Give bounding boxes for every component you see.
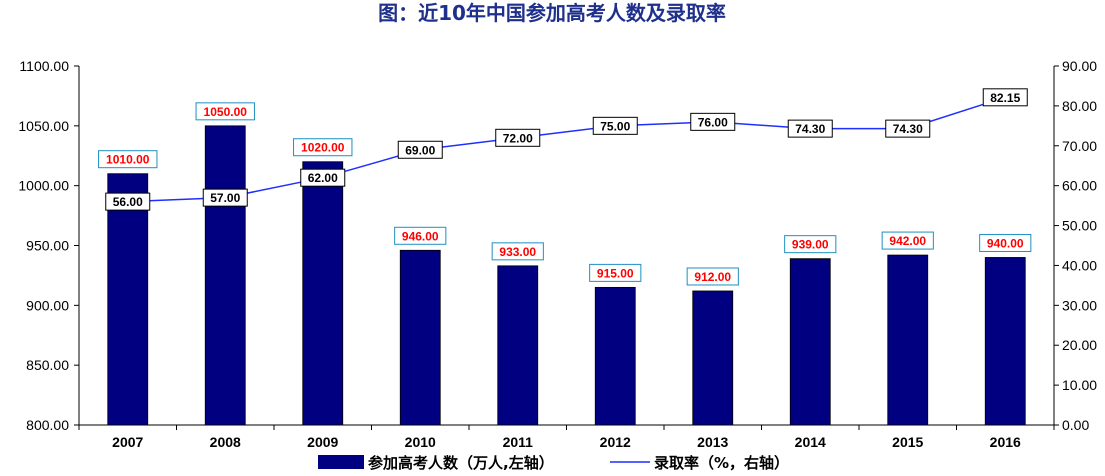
left-tick-label: 1050.00 [18,118,69,134]
chart-title: 图：近10年中国参加高考人数及录取率 [378,1,726,25]
bar-value-label: 915.00 [597,266,634,280]
line-value-label: 74.30 [893,122,923,136]
x-tick-label: 2014 [795,434,826,450]
line-label-box [202,188,248,207]
x-tick-label: 2009 [307,434,338,450]
line-label-box [105,192,151,211]
line-value-label: 57.00 [210,191,240,205]
line-label-box [787,119,833,138]
left-tick-label: 950.00 [26,238,69,254]
bar [497,265,539,426]
bar [594,286,636,426]
bar-value-label: 942.00 [889,234,926,248]
right-tick-label: 30.00 [1062,297,1097,313]
bar-value-label: 1020.00 [301,141,345,155]
left-tick-label: 800.00 [26,417,69,433]
bar [107,173,149,426]
x-tick-label: 2012 [600,434,631,450]
rate-line [127,96,1006,203]
right-tick-label: 0.00 [1062,417,1089,433]
bar-label-box [589,263,642,282]
line-label-box [397,140,443,159]
bar-value-label: 940.00 [987,236,1024,250]
bar-value-label: 1010.00 [106,153,150,167]
bar [302,161,344,426]
line-label-box [982,88,1028,107]
axes: 800.00 850.00 900.00 950.00 1000.00 1050.00 11… [18,58,1097,450]
right-tick-label: 90.00 [1062,58,1097,74]
bar-value-label: 1050.00 [204,105,248,119]
line-series: 56.00 57.00 62.00 69.00 72.00 75.00 76.00 74.30… [105,88,1028,211]
bar-value-label: 912.00 [694,270,731,284]
bar-label-box [784,235,837,254]
line-value-label: 75.00 [600,119,630,133]
line-value-label: 62.00 [308,171,338,185]
bar-value-label: 933.00 [499,245,536,259]
line-value-label: 74.30 [795,122,825,136]
line-label-box [300,168,346,187]
legend-bar-swatch [318,455,364,469]
right-tick-label: 40.00 [1062,257,1097,273]
bar [789,258,831,426]
left-tick-label: 1000.00 [18,178,69,194]
line-label-box [690,112,736,131]
x-tick-label: 2007 [112,434,143,450]
bars: 1010.00 1050.00 1020.00 946.00 933.00 915.00 9… [98,102,1032,426]
x-tick-label: 2015 [892,434,923,450]
line-value-label: 82.15 [990,91,1020,105]
bar-label-box [394,226,447,245]
bar [399,249,441,426]
line-value-label: 76.00 [698,115,728,129]
bar-label-box [195,102,255,121]
legend-bar-label: 参加高考人数（万人,左轴） [368,454,554,472]
bar-value-label: 946.00 [402,229,439,243]
bar [984,257,1026,426]
line-label-box [885,119,931,138]
x-tick-label: 2011 [503,434,534,450]
bar-label-box [881,231,934,250]
right-tick-label: 20.00 [1062,337,1097,353]
right-tick-label: 80.00 [1062,98,1097,114]
right-tick-label: 60.00 [1062,178,1097,194]
right-tick-label: 70.00 [1062,138,1097,154]
legend-line-label: 录取率（%，右轴） [654,454,789,472]
bar-label-box [293,138,353,157]
bar-label-box [98,150,158,169]
right-tick-label: 50.00 [1062,218,1097,234]
bar-label-box [979,233,1032,252]
line-label-box [495,128,541,147]
left-tick-label: 1100.00 [19,58,69,74]
line-label-box [592,116,638,135]
left-tick-label: 850.00 [26,357,69,373]
x-tick-label: 2013 [697,434,728,450]
left-tick-label: 900.00 [26,297,69,313]
right-tick-label: 10.00 [1062,377,1097,393]
bar-value-label: 939.00 [792,238,829,252]
x-tick-label: 2010 [405,434,436,450]
line-value-label: 69.00 [405,143,435,157]
bar-label-box [491,242,544,261]
bar-label-box [686,267,739,286]
x-tick-label: 2008 [210,434,241,450]
line-value-label: 56.00 [113,195,143,209]
bar [204,125,246,426]
legend: 参加高考人数（万人,左轴） 录取率（%，右轴） [318,454,789,472]
x-tick-label: 2016 [990,434,1021,450]
line-value-label: 72.00 [503,131,533,145]
bar [692,290,734,426]
bar [887,254,929,426]
